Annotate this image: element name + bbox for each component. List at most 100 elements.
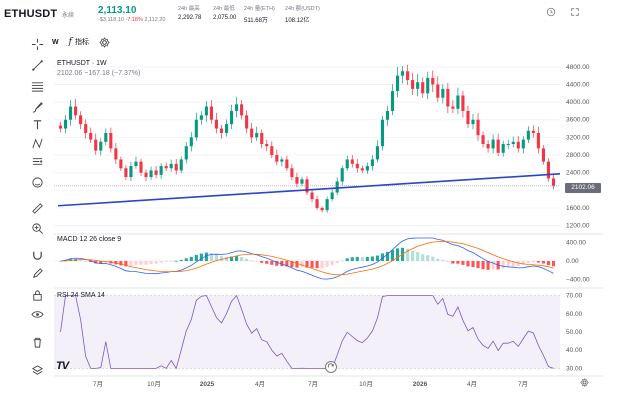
macd-histogram-bar: [501, 261, 505, 269]
candle-body: [536, 132, 540, 149]
candle-body: [421, 82, 425, 94]
macd-histogram-bar: [164, 261, 168, 262]
price-change: -$3,118.10 -7.18% 2,112.20: [98, 17, 165, 23]
reset-chart-button[interactable]: [325, 361, 337, 373]
gear-icon: [580, 378, 589, 387]
candle-body: [345, 159, 349, 169]
rsi-legend[interactable]: RSI 24 SMA 14: [57, 292, 105, 299]
trendline-icon: [31, 59, 43, 71]
chart-settings-button[interactable]: [580, 378, 589, 389]
macd-histogram-bar: [551, 261, 556, 267]
eye-icon: [30, 310, 44, 318]
pattern-tool[interactable]: [26, 135, 48, 151]
candle-body: [89, 132, 93, 140]
macd-histogram-bar: [335, 261, 339, 263]
macd-tick-label: −400.00: [566, 276, 590, 283]
text-icon: [33, 119, 41, 129]
candle-body: [370, 159, 374, 167]
candle-body: [250, 128, 254, 138]
candle-body: [260, 132, 264, 144]
main-legend: ETHUSDT · 1W: [57, 60, 107, 67]
macd-histogram-bar: [421, 254, 425, 261]
tradingview-logo: TV: [56, 360, 69, 372]
candle-body: [380, 119, 385, 147]
visibility-tool[interactable]: [26, 306, 48, 322]
macd-histogram-bar: [104, 261, 108, 263]
stat-volume-label: 24h 量(ETH): [244, 6, 275, 12]
stat-turnover-value: 108.12亿: [285, 18, 310, 24]
macd-histogram-bar: [466, 261, 470, 267]
brush-tool[interactable]: [26, 99, 48, 115]
candle-body: [99, 141, 103, 151]
clock-icon[interactable]: [545, 7, 557, 19]
macd-histogram-bar: [179, 259, 183, 261]
y-tick-label: 4000.00: [566, 99, 590, 106]
zoom-tool[interactable]: [26, 220, 48, 236]
macd-histogram-bar: [99, 261, 103, 264]
candle-body: [426, 77, 430, 94]
delete-tool[interactable]: [26, 334, 48, 350]
text-tool[interactable]: [26, 116, 48, 132]
pair-symbol[interactable]: ETHUSDT: [4, 8, 58, 20]
forecast-tool[interactable]: [26, 153, 48, 169]
candle-body: [541, 148, 545, 162]
interval-button[interactable]: W: [52, 38, 59, 46]
chart-toolbar: W f 指标: [52, 34, 110, 50]
candle-body: [194, 119, 198, 138]
ruler-tool[interactable]: [26, 200, 48, 216]
macd-histogram-bar: [275, 261, 279, 266]
stat-volume-value: 511.68万: [244, 18, 268, 24]
rsi-tick-label: 70.00: [566, 293, 583, 300]
crosshair-tool[interactable]: [26, 36, 48, 52]
candle-body: [199, 115, 203, 120]
window-controls: [545, 7, 581, 19]
object-tree-tool[interactable]: [26, 362, 48, 378]
candle-body: [476, 119, 480, 136]
macd-tick-label: 400.00: [566, 240, 586, 247]
candle-body: [491, 139, 495, 149]
candle-body: [229, 110, 234, 125]
x-tick-label: 10月: [147, 380, 161, 388]
candle-body: [551, 178, 556, 186]
candle-body: [511, 141, 515, 144]
settings-button[interactable]: [99, 36, 110, 48]
candle-body: [69, 106, 73, 120]
indicators-button[interactable]: f 指标: [69, 37, 89, 47]
candle-body: [79, 115, 83, 125]
macd-histogram-bar: [124, 261, 128, 267]
magnet-tool[interactable]: [26, 247, 48, 263]
macd-histogram-bar: [521, 261, 525, 265]
fib-tool[interactable]: [26, 78, 48, 94]
expand-icon[interactable]: [569, 7, 581, 19]
macd-histogram-bar: [169, 261, 173, 262]
candle-body: [340, 168, 344, 182]
macd-histogram-bar: [79, 259, 83, 261]
candle-body: [416, 82, 420, 89]
candle-body: [74, 106, 78, 116]
trendline-tool[interactable]: [26, 57, 48, 73]
candle-body: [461, 95, 465, 111]
candle-body: [360, 168, 364, 171]
lock-tool[interactable]: [26, 287, 48, 303]
x-tick-label: 2025: [200, 381, 215, 388]
y-tick-label: 3200.00: [566, 134, 590, 141]
candle-body: [214, 119, 219, 129]
macd-signal-line: [60, 240, 554, 276]
candle-body: [159, 166, 163, 175]
candle-body: [431, 77, 435, 85]
stay-drawing-tool[interactable]: [26, 265, 48, 281]
x-tick-label: 4月: [467, 380, 477, 388]
macd-legend[interactable]: MACD 12 26 close 9: [57, 236, 122, 243]
macd-histogram-bar: [58, 261, 63, 262]
macd-histogram-bar: [310, 261, 314, 268]
candle-body: [295, 177, 299, 184]
macd-histogram-bar: [360, 257, 364, 261]
macd-histogram-bar: [486, 261, 490, 270]
candle-body: [365, 166, 369, 171]
macd-histogram-bar: [199, 253, 203, 261]
emoji-tool[interactable]: [26, 174, 48, 190]
stat-high-label: 24h 最高: [178, 6, 200, 12]
candle-body: [395, 75, 400, 92]
candle-body: [104, 132, 108, 142]
